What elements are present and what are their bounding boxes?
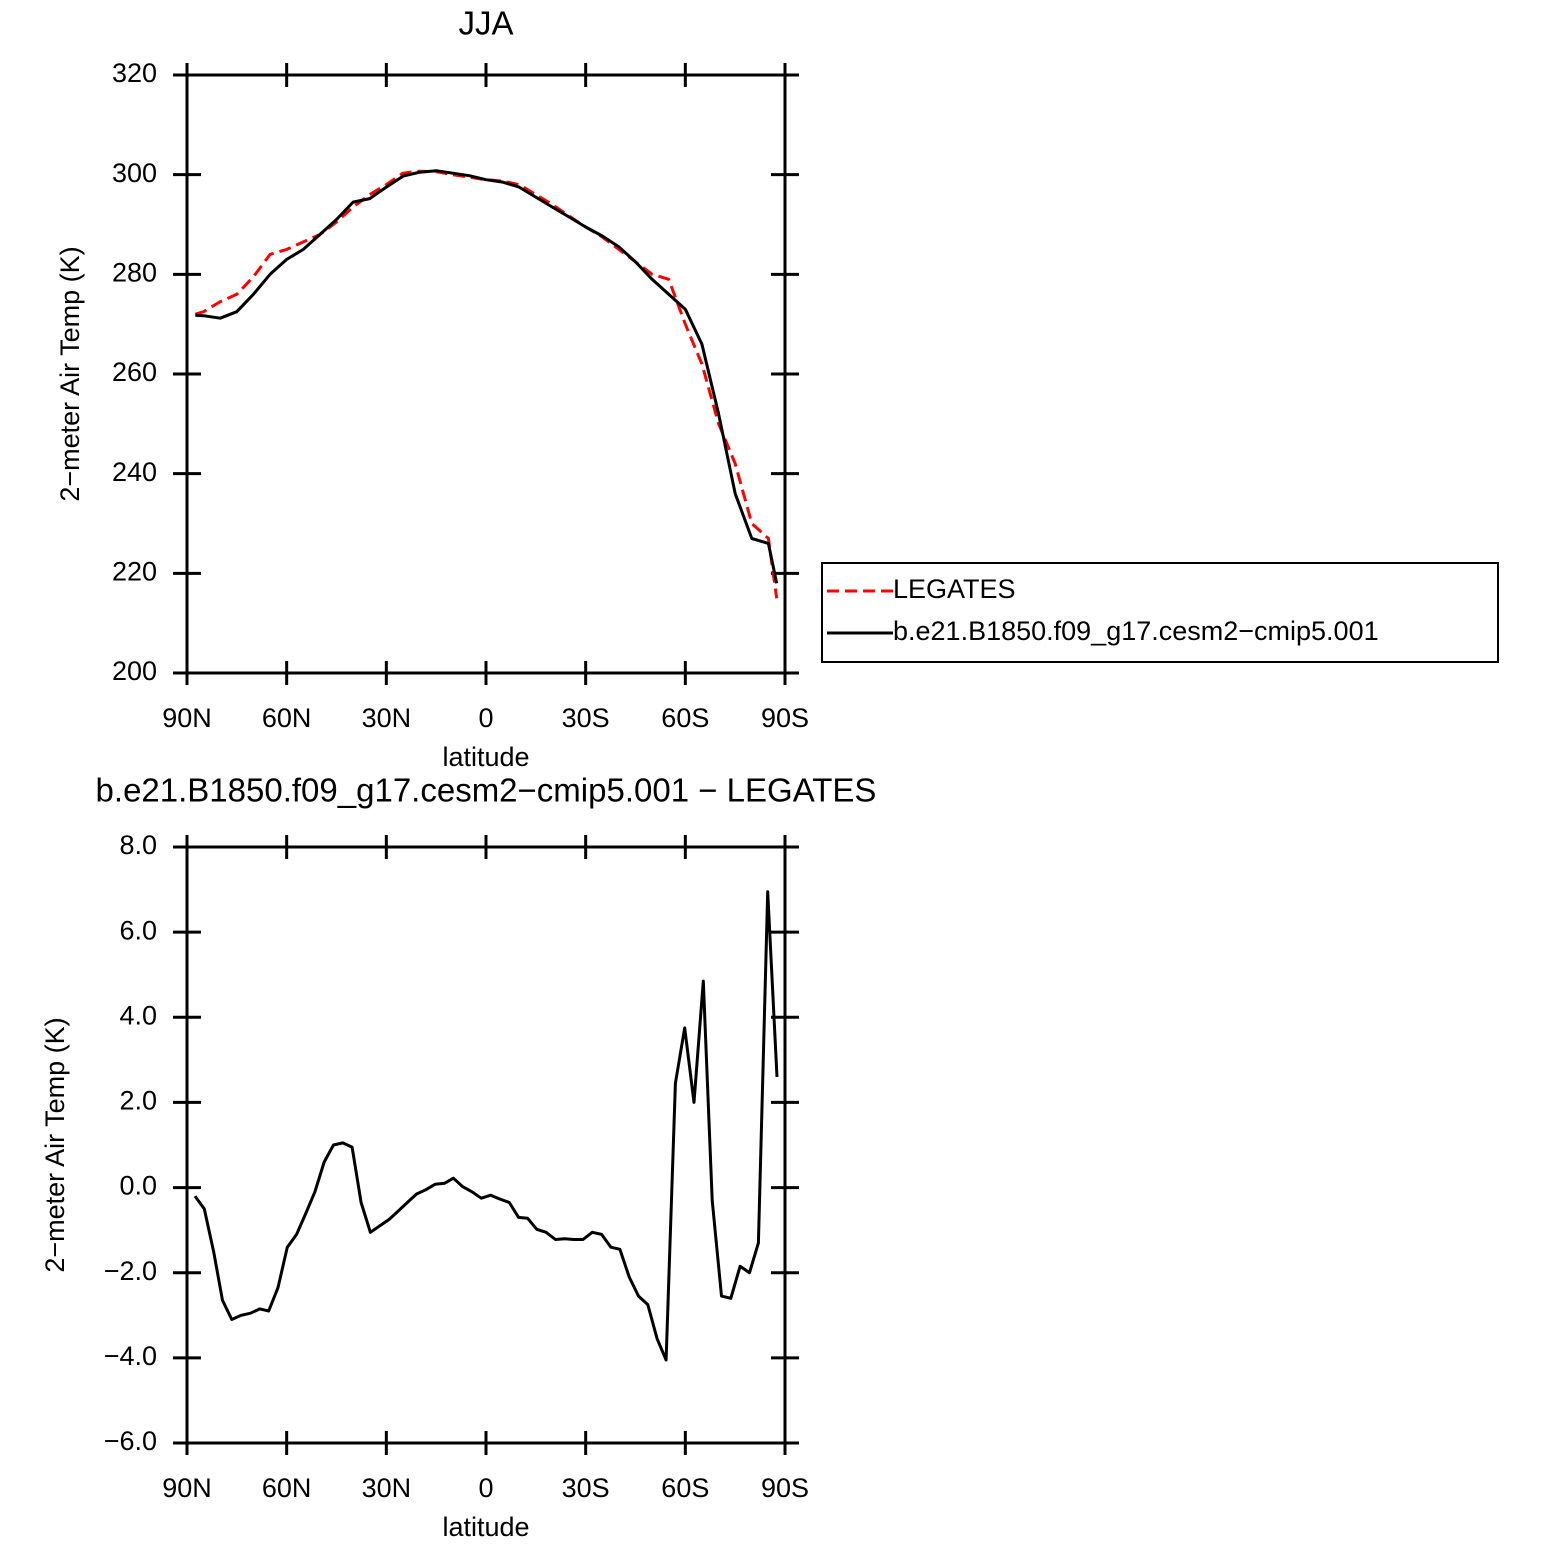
data-line [193,890,779,1362]
x-tick-label: 90N [162,1473,212,1503]
y-tick-label: 280 [112,257,157,287]
data-line [194,169,779,599]
y-tick-label: −2.0 [104,1256,157,1286]
x-tick-label: 90N [162,703,212,733]
chart-title: JJA [458,5,513,42]
x-axis-label: latitude [442,1512,529,1542]
y-tick-label: 300 [112,158,157,188]
data-line [195,169,779,584]
x-tick-label: 60S [661,1473,709,1503]
x-tick-label: 90S [761,703,809,733]
x-tick-label: 30S [562,1473,610,1503]
x-axis-label: latitude [442,742,529,772]
x-tick-label: 60S [661,703,709,733]
x-tick-label: 90S [761,1473,809,1503]
y-tick-label: 200 [112,656,157,686]
chart-title: b.e21.B1850.f09_g17.cesm2−cmip5.001 − LE… [96,772,877,809]
x-tick-label: 60N [262,1473,312,1503]
y-tick-label: 4.0 [119,1000,157,1030]
y-tick-label: 220 [112,556,157,586]
y-tick-label: 2.0 [119,1086,157,1116]
plot-frame [185,845,787,1445]
y-tick-label: 240 [112,457,157,487]
legend-label: b.e21.B1850.f09_g17.cesm2−cmip5.001 [893,616,1379,646]
legend-label: LEGATES [893,574,1016,604]
x-tick-label: 60N [262,703,312,733]
x-tick-label: 30N [362,703,412,733]
y-axis-label: 2−meter Air Temp (K) [55,246,85,501]
x-tick-label: 0 [478,703,493,733]
y-tick-label: 320 [112,58,157,88]
y-tick-label: 0.0 [119,1171,157,1201]
plot-frame [185,73,787,675]
y-tick-label: 260 [112,357,157,387]
y-tick-label: −6.0 [104,1426,157,1456]
x-tick-label: 30N [362,1473,412,1503]
y-axis-label: 2−meter Air Temp (K) [40,1017,70,1272]
y-tick-label: 6.0 [119,915,157,945]
x-tick-label: 30S [562,703,610,733]
legend-box [821,562,1499,663]
y-tick-label: −4.0 [104,1341,157,1371]
x-tick-label: 0 [478,1473,493,1503]
y-tick-label: 8.0 [119,830,157,860]
